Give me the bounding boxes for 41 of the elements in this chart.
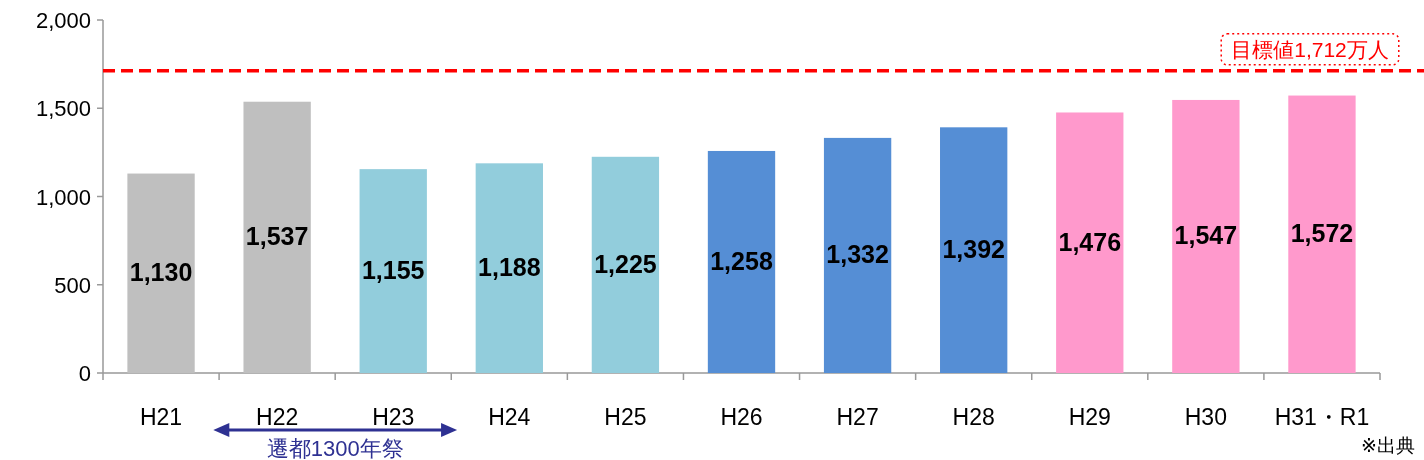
bar [475, 163, 543, 373]
x-tick-label: H28 [952, 404, 995, 430]
ref-line-label: 目標値1,712万人 [1231, 37, 1389, 61]
x-tick-label: H25 [604, 404, 647, 430]
data-label: 1,547 [1174, 221, 1238, 250]
text: ※出典 [1361, 435, 1415, 456]
x-tick-label: H27 [836, 404, 879, 430]
bar [707, 150, 776, 373]
data-label: 1,392 [942, 235, 1005, 264]
y-tick-label: 0 [78, 361, 91, 386]
x-tick-label: H22 [256, 404, 299, 430]
data-label: 1,537 [245, 222, 309, 251]
data-label: 1,572 [1290, 219, 1354, 248]
x-tick-label: H26 [720, 404, 763, 430]
data-label: 1,225 [594, 249, 657, 278]
data-label: 1,332 [826, 240, 889, 269]
bar [127, 173, 195, 373]
bar [1056, 112, 1124, 373]
x-tick-label: H29 [1068, 404, 1111, 430]
y-tick-label: 1,500 [35, 96, 91, 122]
x-tick-label: H24 [488, 404, 531, 430]
x-tick-label: H21 [139, 404, 183, 430]
bar [823, 137, 892, 373]
y-tick-label: 2,000 [35, 8, 91, 33]
data-label: 1,188 [478, 253, 541, 282]
data-label: 1,476 [1058, 227, 1122, 256]
data-label: 1,258 [710, 246, 773, 275]
data-label: 1,130 [129, 258, 193, 287]
x-tick-label: H31・R1 [1274, 404, 1370, 430]
bar [1172, 99, 1240, 373]
bar [1288, 95, 1356, 373]
x-tick-label: H30 [1184, 404, 1227, 430]
y-tick-label: 1,000 [35, 184, 91, 210]
y-tick-label: 500 [54, 272, 91, 298]
text: 遷都1300年祭 [266, 436, 404, 460]
data-label: 1,155 [361, 256, 425, 285]
bar [940, 127, 1008, 373]
bar [243, 101, 311, 373]
bar [359, 169, 427, 373]
bar [591, 156, 660, 373]
x-tick-label: H23 [372, 404, 415, 430]
